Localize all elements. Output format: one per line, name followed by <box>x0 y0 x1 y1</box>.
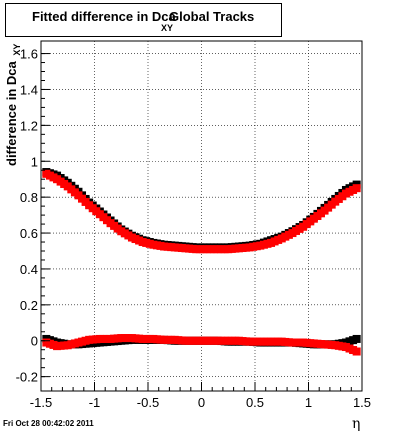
chart-title-box: Fitted difference in Dca XY Global Track… <box>5 3 282 37</box>
x-tick-label: -1.5 <box>30 395 52 410</box>
data-points <box>42 168 361 356</box>
y-axis-title-text: difference in Dca <box>4 60 19 166</box>
y-tick-label: 0.4 <box>20 262 38 277</box>
axis-ticks <box>40 53 363 391</box>
data-point <box>352 184 361 193</box>
x-tick-label: -0.5 <box>137 395 159 410</box>
series-4 <box>42 334 361 356</box>
x-axis-title: η <box>352 416 360 432</box>
y-tick-label: 0.2 <box>20 298 38 313</box>
y-tick-label: 1.6 <box>20 47 38 62</box>
data-point <box>352 347 361 356</box>
tick-labels: -1.5 -1 -0.5 0 0.5 1 1.5 -0.2 0 0.2 0.4 0.6 0.8 1 1.2 1… <box>16 47 371 410</box>
x-tick-label: -1 <box>89 395 101 410</box>
x-tick-label: 0.5 <box>246 395 264 410</box>
y-axis-title: difference in Dca XY <box>4 44 22 166</box>
timestamp: Fri Oct 28 00:42:02 2011 <box>3 419 94 428</box>
y-tick-label: 0.8 <box>20 190 38 205</box>
y-tick-label: 0.6 <box>20 226 38 241</box>
chart-title-tail: Global Tracks <box>169 9 255 24</box>
y-tick-label: 1 <box>31 154 38 169</box>
y-axis-title-subscript: XY <box>12 44 22 56</box>
y-tick-label: 0 <box>31 334 38 349</box>
svg-text:difference in Dca XY: difference in Dca XY <box>4 44 22 166</box>
y-tick-label: 1.4 <box>20 82 38 97</box>
x-tick-label: 1 <box>305 395 312 410</box>
y-tick-label: -0.2 <box>16 370 38 385</box>
chart-title-subscript: XY <box>161 23 174 33</box>
y-tick-label: 1.2 <box>20 118 38 133</box>
series-2 <box>42 169 361 254</box>
chart-title: Fitted difference in Dca <box>32 9 176 24</box>
data-point <box>352 334 361 343</box>
x-tick-label: 0 <box>198 395 205 410</box>
x-tick-label: 1.5 <box>353 395 371 410</box>
